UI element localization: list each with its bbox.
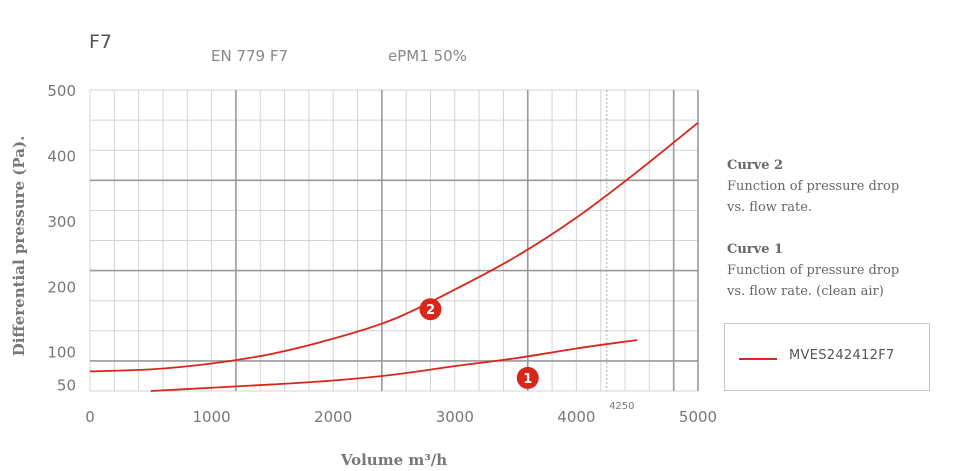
curve-1-line (150, 339, 638, 392)
curve-2-note: Curve 2 Function of pressure drop vs. fl… (727, 155, 899, 218)
y-tick-label: 500 (47, 82, 76, 100)
x-tick-label: 1000 (193, 408, 231, 426)
curve-2-text-line-1: Function of pressure drop (727, 179, 900, 194)
legend: MVES242412F7 (724, 323, 930, 391)
y-tick-label: 400 (47, 147, 76, 165)
curve-2-marker (419, 298, 442, 321)
curve-2-text-line-2: vs. flow rate. (727, 200, 813, 215)
x-tick-label: 4000 (557, 408, 595, 426)
iso-class-label: ePM1 50% (388, 47, 467, 65)
x-tick-label: 0 (85, 408, 95, 426)
grid-minor (89, 89, 698, 392)
x-tick-labels: 0 1000 2000 3000 4000 5000 (85, 408, 717, 426)
y-tick-label: 100 (47, 344, 76, 362)
curve-2-marker-label: 2 (426, 303, 435, 318)
curve-2-line (89, 122, 699, 373)
curve-1-note: Curve 1 Function of pressure drop vs. fl… (727, 239, 899, 302)
curve-1-text-line-1: Function of pressure drop (727, 263, 900, 278)
curve-1-marker-label: 1 (523, 372, 532, 387)
rated-flow-label: 4250 (609, 401, 634, 412)
x-tick-label: 3000 (436, 408, 474, 426)
standard-label: EN 779 F7 (211, 47, 288, 65)
curve-markers: 21 (419, 298, 539, 389)
x-axis-label: Volume m³/h (340, 451, 447, 469)
curves (89, 122, 699, 392)
curve-1-title: Curve 1 (727, 242, 784, 257)
curve-1-text-line-2: vs. flow rate. (clean air) (727, 284, 884, 299)
x-tick-label: 2000 (314, 408, 352, 426)
curve-2-title: Curve 2 (727, 158, 784, 173)
y-axis-label: Differential pressure (Pa). (10, 136, 28, 357)
y-tick-label: 50 (57, 376, 76, 394)
grid-major: 4250 (90, 90, 699, 412)
y-tick-labels: 50 100 200 300 400 500 (47, 82, 76, 394)
y-tick-label: 300 (47, 213, 76, 231)
y-tick-label: 200 (47, 278, 76, 296)
legend-label: MVES242412F7 (789, 348, 895, 363)
legend-swatch (739, 358, 777, 360)
curve-1-marker (516, 366, 539, 389)
filter-class-title: F7 (89, 31, 112, 53)
x-tick-label: 5000 (679, 408, 717, 426)
